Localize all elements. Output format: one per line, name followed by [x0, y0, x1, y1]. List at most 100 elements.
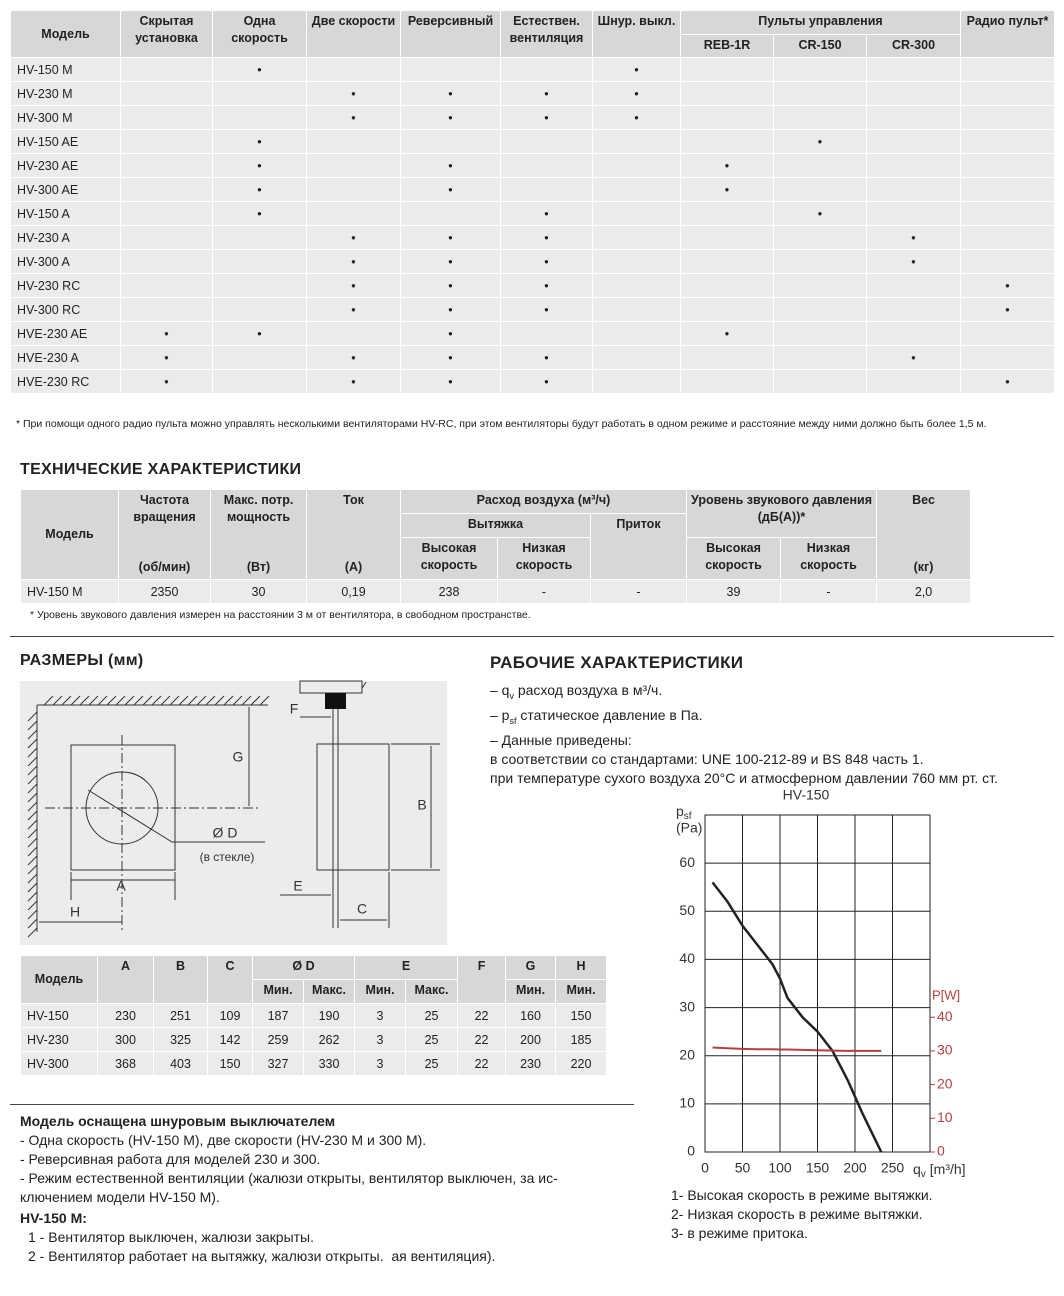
hatching [27, 681, 367, 938]
cell: 150 [207, 1051, 253, 1076]
cell: 25 [405, 1027, 459, 1052]
row-label: HV-300 M [10, 105, 121, 130]
table-body: HV-150 M • • HV-230 M • • • • HV-300 M • • • • HV-150… [10, 57, 1055, 394]
header-cell: G [505, 955, 557, 980]
label-main: q [913, 1161, 921, 1177]
chart-note: 2- Низкая скорость в режиме вытяжки. [671, 1206, 923, 1222]
subscript: v [509, 690, 514, 701]
header-cell: Мин. [555, 979, 608, 1004]
header-text: Макс. потр. мощность [223, 493, 294, 524]
cell: • [500, 81, 593, 106]
header-cell: Частота вращения (об/мин) [118, 489, 211, 580]
cell [306, 57, 401, 82]
header-cell: Естествен. вентиляция [500, 10, 593, 58]
header-cell: Мин. [354, 979, 407, 1004]
hatch-line [250, 695, 261, 706]
cell [592, 249, 681, 274]
cell [212, 105, 307, 130]
cell: • [400, 225, 501, 250]
y-tick-label: 20 [679, 1046, 695, 1062]
header-cell: Уровень звукового давления (дБ(А))* [685, 489, 878, 538]
notes-item: 1 - Вентилятор выключен, жалюзи закрыты. [28, 1229, 315, 1245]
cell [773, 105, 867, 130]
cell: • [120, 345, 213, 370]
notes-subtitle: HV-150 M: [20, 1210, 87, 1226]
hatch-line [151, 695, 162, 706]
cell [960, 129, 1055, 154]
cell [866, 369, 961, 394]
hatch-line [187, 695, 198, 706]
cell [592, 129, 681, 154]
row-label: HV-150 A [10, 201, 121, 226]
cell [120, 201, 213, 226]
dim-label: Ø D [213, 825, 238, 841]
hatch-line [27, 801, 38, 812]
cell: • [960, 273, 1055, 298]
row-label: HV-230 [20, 1027, 98, 1052]
y-tick-label: 0 [687, 1143, 695, 1159]
cell [773, 81, 867, 106]
cell: 238 [400, 579, 498, 604]
cell [960, 105, 1055, 130]
cell [212, 81, 307, 106]
hatch-line [115, 695, 126, 706]
series-line [712, 1046, 882, 1052]
header-cell: Расход воздуха (м³/ч) [400, 489, 687, 514]
dim-label: E [293, 878, 302, 894]
perf-line: – qv расход воздуха в м³/ч. [490, 681, 998, 706]
cell: • [400, 369, 501, 394]
cell: - [779, 579, 878, 604]
cell: 187 [252, 1003, 304, 1028]
cell: • [306, 105, 401, 130]
header-cell: Вытяжка [400, 513, 591, 538]
hatch-line [27, 855, 38, 866]
mount [325, 693, 346, 709]
cell [500, 153, 593, 178]
table-row: HV-300 M • • • • [10, 105, 1055, 130]
table-row: HV-150 A • • • [10, 201, 1055, 226]
cell: 30 [210, 579, 307, 604]
cell: 403 [153, 1051, 208, 1076]
section-title: ТЕХНИЧЕСКИЕ ХАРАКТЕРИСТИКИ [20, 461, 302, 478]
hatch-line [27, 783, 38, 794]
cell: • [212, 153, 307, 178]
cell: • [500, 201, 593, 226]
hatch-line [43, 695, 54, 706]
perf-text: – qv расход воздуха в м³/ч. – psf статич… [490, 681, 998, 788]
text: расход воздуха в м³/ч. [513, 682, 663, 698]
table-body: HV-150 230 251 109 187 190 3 25 22 160 150 HV-230 30… [20, 1003, 608, 1076]
hatch-line [142, 695, 153, 706]
footnote: * При помощи одного радио пульта можно у… [16, 418, 987, 430]
cell [120, 177, 213, 202]
header-cell: Модель [20, 955, 98, 1004]
chart-note: 3- в режиме притока. [671, 1225, 808, 1241]
header-cell: Низкая скорость [497, 537, 591, 580]
cell: • [212, 177, 307, 202]
cell [960, 57, 1055, 82]
cell: • [960, 369, 1055, 394]
dim-label: H [70, 904, 80, 920]
cell [866, 129, 961, 154]
dim-label: B [417, 797, 426, 813]
table-row: HVE-230 AE • • • • [10, 321, 1055, 346]
cell: • [400, 273, 501, 298]
header-cell: Макс. потр. мощность (Вт) [210, 489, 307, 580]
notes-item: 2 - Вентилятор работает на вытяжку, жалю… [28, 1248, 496, 1264]
cell: 25 [405, 1051, 459, 1076]
cell [960, 225, 1055, 250]
tech-table: Модель Частота вращения (об/мин) Макс. по… [20, 489, 972, 604]
cell: • [960, 297, 1055, 322]
label-sub: v [921, 1169, 926, 1180]
cell: 25 [405, 1003, 459, 1028]
cell: 330 [302, 1051, 356, 1076]
header-cell: Вес (кг) [876, 489, 972, 580]
hatch-line [52, 695, 63, 706]
hatch-line [97, 695, 108, 706]
cell: - [590, 579, 687, 604]
header-cell: CR-300 [866, 34, 961, 58]
header-cell: Макс. [302, 979, 356, 1004]
cell: • [500, 249, 593, 274]
cell [773, 57, 867, 82]
cell: 22 [457, 1051, 507, 1076]
